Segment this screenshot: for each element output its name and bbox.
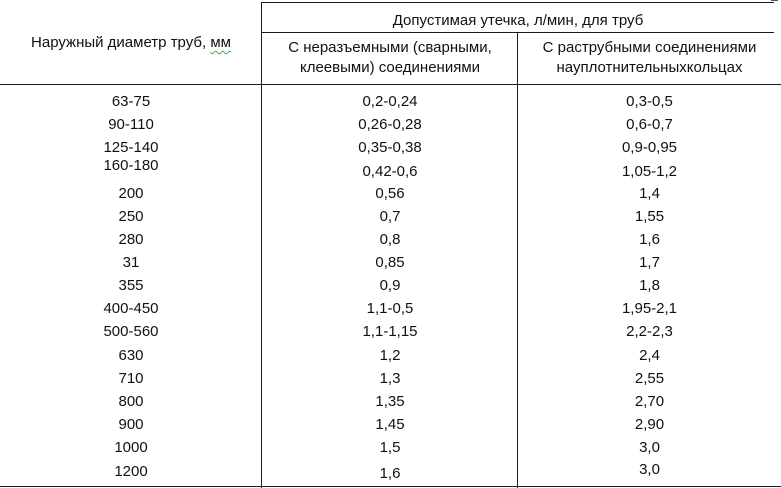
cell-socket: 0,9-0,95: [621, 139, 678, 156]
header-socket-line1: С раструбными соединениями: [542, 39, 757, 56]
cell-socket: 2,2-2,3: [626, 323, 673, 340]
cell-socket: 2,4: [639, 347, 660, 364]
column-divider-1: [261, 2, 262, 488]
header-welded-line2: клеевыми) соединениями: [299, 59, 481, 76]
header-welded-line1: С неразъемными (сварными,: [288, 39, 492, 56]
cell-socket: 1,05-1,2: [621, 163, 678, 180]
cell-diameter: 1000: [114, 439, 148, 456]
cell-welded: 0,9: [379, 277, 401, 294]
cell-welded: 1,2: [379, 347, 401, 364]
cell-welded: 0,2-0,24: [362, 93, 418, 110]
cell-welded: 0,8: [379, 231, 401, 248]
cell-diameter: 800: [118, 393, 144, 410]
cell-socket: 0,6-0,7: [626, 116, 673, 133]
cell-socket: 0,3-0,5: [626, 93, 673, 110]
cell-diameter: 500-560: [103, 323, 159, 340]
cell-socket: 1,95-2,1: [621, 300, 678, 317]
cell-socket: 3,0: [639, 439, 660, 456]
header-diameter: Наружный диаметр труб, мм: [0, 34, 262, 52]
cell-diameter: 400-450: [103, 300, 159, 317]
cell-diameter: 250: [118, 208, 144, 225]
header-leak-group: Допустимая утечка, л/мин, для труб: [392, 12, 644, 29]
cell-welded: 1,5: [379, 439, 401, 456]
cell-welded: 1,35: [375, 393, 405, 410]
cell-welded: 1,6: [379, 465, 401, 482]
cell-welded: 0,56: [375, 185, 405, 202]
column-divider-2: [517, 32, 518, 488]
cell-diameter: 355: [118, 277, 144, 294]
header-socket-line2: науплотнительныхкольцах: [556, 59, 743, 76]
table-top-border: [262, 2, 774, 3]
cell-diameter: 125-140: [103, 139, 159, 156]
cell-welded: 0,85: [375, 254, 405, 271]
cell-diameter: 31: [122, 254, 140, 271]
cell-diameter: 63-75: [111, 93, 151, 110]
cell-welded: 0,42-0,6: [362, 163, 418, 180]
table-bottom-border: [0, 486, 781, 487]
cell-diameter: 630: [118, 347, 144, 364]
header-diameter-unit: мм: [210, 34, 231, 51]
header-diameter-label: Наружный диаметр труб,: [31, 34, 207, 51]
header-bottom-border: [0, 84, 781, 85]
cell-socket: 1,8: [639, 277, 660, 294]
cell-socket: 2,90: [634, 416, 665, 433]
cell-welded: 1,1-0,5: [366, 300, 414, 317]
cell-socket: 1,7: [639, 254, 660, 271]
cell-welded: 0,7: [379, 208, 401, 225]
corner-tick: [771, 0, 778, 1]
cell-diameter: 200: [118, 185, 144, 202]
cell-welded: 1,45: [375, 416, 405, 433]
cell-socket: 2,55: [634, 370, 665, 387]
cell-socket: 2,70: [634, 393, 665, 410]
cell-welded: 0,26-0,28: [358, 116, 422, 133]
cell-socket: 3,0: [639, 461, 660, 478]
cell-diameter: 710: [118, 370, 144, 387]
cell-welded: 1,1-1,15: [362, 323, 418, 340]
cell-socket: 1,6: [639, 231, 660, 248]
cell-socket: 1,4: [639, 185, 660, 202]
cell-welded: 0,35-0,38: [358, 139, 422, 156]
cell-welded: 1,3: [379, 370, 401, 387]
cell-diameter: 280: [118, 231, 144, 248]
cell-diameter: 90-110: [108, 116, 154, 133]
cell-diameter: 160-180: [103, 157, 159, 174]
cell-diameter: 900: [118, 416, 144, 433]
cell-socket: 1,55: [634, 208, 665, 225]
cell-diameter: 1200: [114, 463, 148, 480]
group-header-divider: [262, 32, 774, 33]
